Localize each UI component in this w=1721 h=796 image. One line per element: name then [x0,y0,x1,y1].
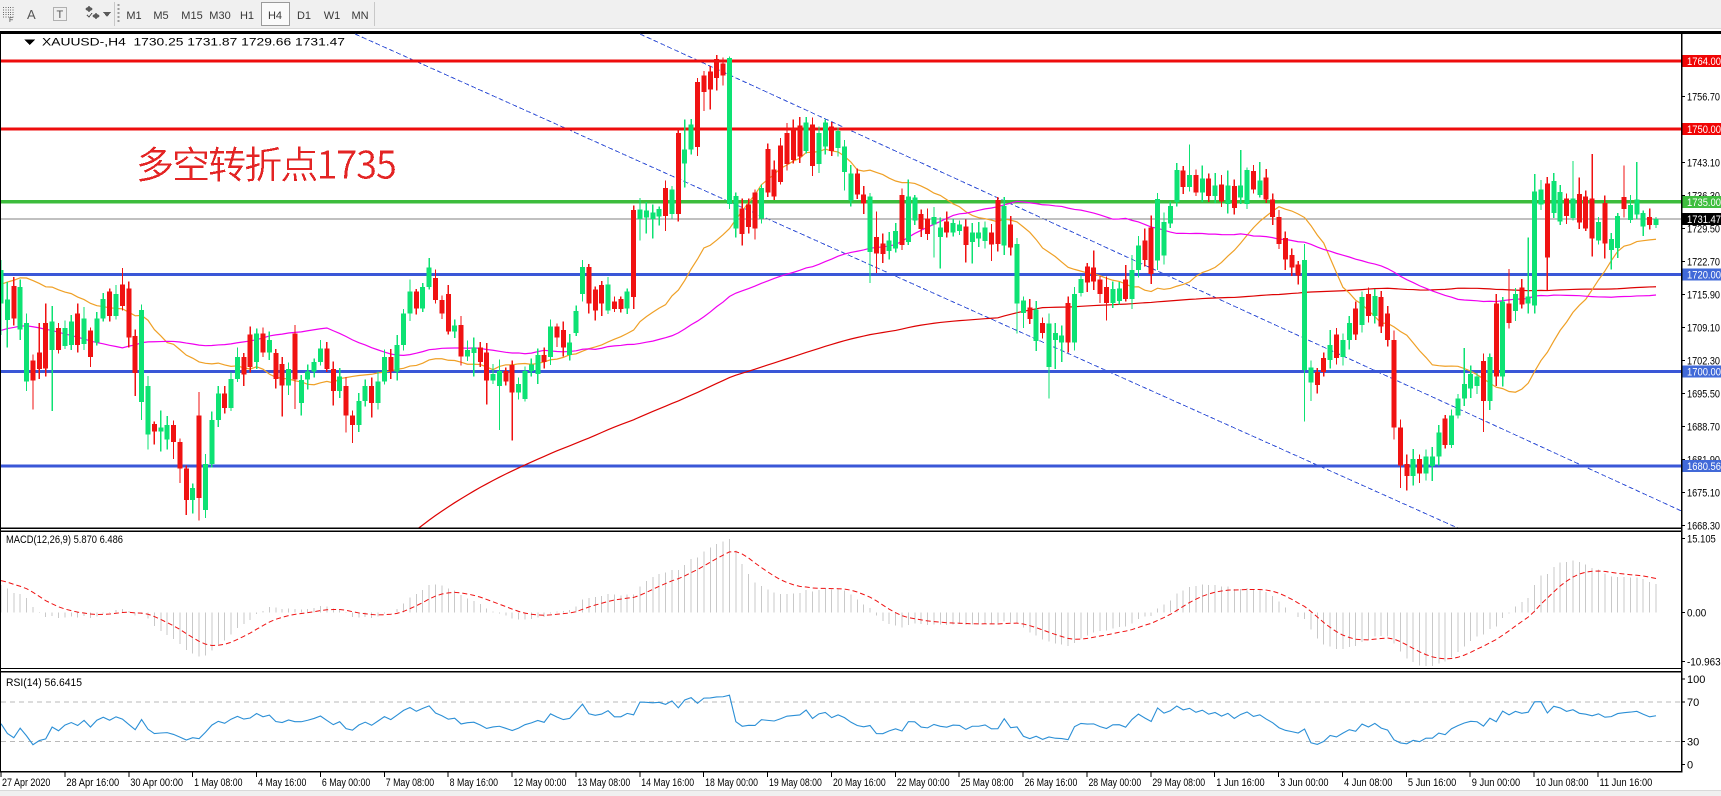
svg-text:28 May 00:00: 28 May 00:00 [1088,777,1141,789]
svg-text:14 May 16:00: 14 May 16:00 [641,777,694,789]
svg-text:1 May 08:00: 1 May 08:00 [194,777,242,789]
svg-text:A: A [27,7,36,22]
svg-text:18 May 00:00: 18 May 00:00 [705,777,758,789]
svg-text:1715.90: 1715.90 [1687,290,1720,302]
svg-text:25 May 08:00: 25 May 08:00 [961,777,1014,789]
svg-text:4 May 16:00: 4 May 16:00 [258,777,306,789]
svg-text:1756.70: 1756.70 [1687,92,1720,104]
svg-text:1702.30: 1702.30 [1687,355,1720,367]
svg-text:1680.56: 1680.56 [1687,461,1721,473]
svg-text:M5: M5 [153,10,168,22]
svg-text:H1: H1 [240,10,254,22]
svg-text:4 Jun 08:00: 4 Jun 08:00 [1344,777,1392,789]
svg-text:T: T [57,9,64,21]
svg-text:9 Jun 00:00: 9 Jun 00:00 [1472,777,1520,789]
svg-text:F: F [9,17,13,24]
svg-text:1720.00: 1720.00 [1687,270,1721,282]
svg-text:12 May 00:00: 12 May 00:00 [514,777,567,789]
svg-text:-10.963: -10.963 [1687,657,1721,669]
svg-text:28 Apr 16:00: 28 Apr 16:00 [66,777,119,789]
svg-text:M30: M30 [209,10,230,22]
svg-text:1668.30: 1668.30 [1687,520,1720,532]
svg-text:30 Apr 00:00: 30 Apr 00:00 [130,777,183,789]
svg-text:1750.00: 1750.00 [1687,124,1721,136]
svg-text:26 May 16:00: 26 May 16:00 [1025,777,1078,789]
svg-text:XAUUSD-,H4 1730.25 1731.87 17: XAUUSD-,H4 1730.25 1731.87 1729.66 1731.… [42,37,345,49]
svg-text:MACD(12,26,9) 5.870 6.486: MACD(12,26,9) 5.870 6.486 [6,534,123,546]
svg-text:3 Jun 00:00: 3 Jun 00:00 [1280,777,1328,789]
svg-text:1700.00: 1700.00 [1687,367,1721,379]
svg-text:1735.00: 1735.00 [1687,197,1721,209]
svg-text:100: 100 [1687,674,1705,686]
svg-text:1743.10: 1743.10 [1687,158,1720,170]
svg-text:20 May 16:00: 20 May 16:00 [833,777,886,789]
svg-text:MN: MN [351,10,368,22]
svg-text:M15: M15 [181,10,202,22]
svg-text:W1: W1 [324,10,341,22]
svg-text:19 May 08:00: 19 May 08:00 [769,777,822,789]
svg-text:1731.47: 1731.47 [1687,214,1721,226]
svg-text:0: 0 [1687,760,1693,772]
svg-text:70: 70 [1687,697,1699,709]
svg-text:29 May 08:00: 29 May 08:00 [1152,777,1205,789]
svg-text:1764.00: 1764.00 [1687,56,1721,68]
svg-text:30: 30 [1687,737,1699,749]
svg-text:0.00: 0.00 [1687,608,1706,620]
svg-text:1675.10: 1675.10 [1687,487,1720,499]
svg-text:27 Apr 2020: 27 Apr 2020 [2,777,50,789]
svg-text:1688.70: 1688.70 [1687,421,1720,433]
svg-text:1 Jun 16:00: 1 Jun 16:00 [1216,777,1264,789]
svg-text:10 Jun 08:00: 10 Jun 08:00 [1536,777,1589,789]
svg-text:7 May 08:00: 7 May 08:00 [386,777,434,789]
svg-text:M1: M1 [126,10,141,22]
svg-text:15.105: 15.105 [1687,534,1716,546]
svg-text:1695.50: 1695.50 [1687,388,1720,400]
svg-text:RSI(14) 56.6415: RSI(14) 56.6415 [6,677,82,689]
svg-text:1729.50: 1729.50 [1687,224,1720,236]
svg-text:11 Jun 16:00: 11 Jun 16:00 [1600,777,1653,789]
svg-text:8 May 16:00: 8 May 16:00 [450,777,498,789]
svg-text:13 May 08:00: 13 May 08:00 [577,777,630,789]
svg-text:1722.70: 1722.70 [1687,257,1720,269]
svg-text:5 Jun 16:00: 5 Jun 16:00 [1408,777,1456,789]
svg-text:6 May 00:00: 6 May 00:00 [322,777,370,789]
svg-text:22 May 00:00: 22 May 00:00 [897,777,950,789]
svg-text:H4: H4 [268,10,282,22]
svg-text:1709.10: 1709.10 [1687,323,1720,335]
svg-text:D1: D1 [297,10,311,22]
